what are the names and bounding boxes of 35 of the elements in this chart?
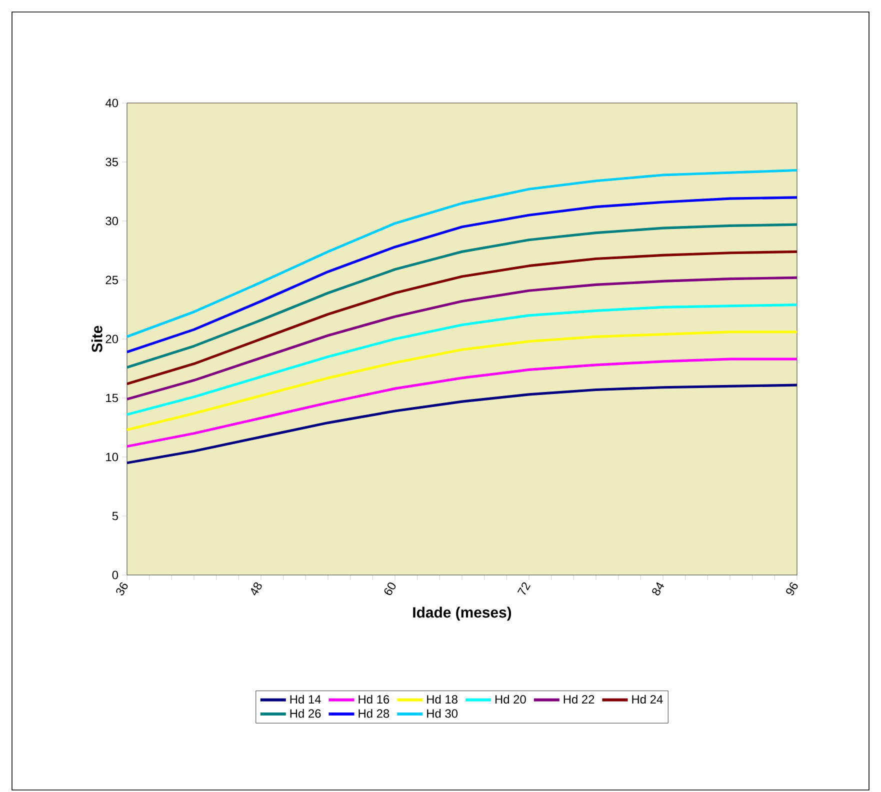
y-tick-label: 30 <box>106 216 118 226</box>
legend-label: Hd 14 <box>290 694 321 704</box>
legend-label: Hd 20 <box>495 694 526 704</box>
line-series <box>127 196 798 354</box>
legend-label: Hd 22 <box>564 694 594 704</box>
legend-label: Hd 30 <box>427 708 458 718</box>
line-series <box>127 303 798 416</box>
y-tick-label: 15 <box>106 394 118 402</box>
y-tick-label: 0 <box>112 570 118 580</box>
x-tick-label: 36 <box>116 582 128 596</box>
x-tick-label: 96 <box>786 582 798 596</box>
y-tick-label: 20 <box>106 334 118 344</box>
y-tick-label: 10 <box>106 452 118 462</box>
line-series <box>127 330 798 432</box>
line-series <box>127 384 798 464</box>
x-tick-label: 60 <box>384 582 396 596</box>
y-tick-label: 40 <box>105 98 118 108</box>
line-series <box>127 168 798 338</box>
legend-label: Hd 24 <box>632 694 663 704</box>
y-tick-label: 5 <box>112 512 118 520</box>
legend-label: Hd 26 <box>290 708 321 718</box>
legend-label: Hd 16 <box>358 694 390 704</box>
line-series <box>127 358 798 448</box>
x-axis-title: Idade (meses) <box>413 606 512 621</box>
legend-label: Hd 18 <box>427 694 458 704</box>
legend-label: Hd 28 <box>358 708 390 718</box>
y-tick-label: 25 <box>106 276 118 284</box>
line-series <box>127 223 798 369</box>
x-tick-label: 48 <box>251 582 262 596</box>
line-series <box>127 250 798 386</box>
x-tick-label: 72 <box>517 582 531 595</box>
line-series <box>127 276 798 400</box>
y-axis-title: Site <box>91 326 102 352</box>
x-tick-label: 84 <box>652 582 664 596</box>
y-tick-label: 35 <box>106 158 118 166</box>
